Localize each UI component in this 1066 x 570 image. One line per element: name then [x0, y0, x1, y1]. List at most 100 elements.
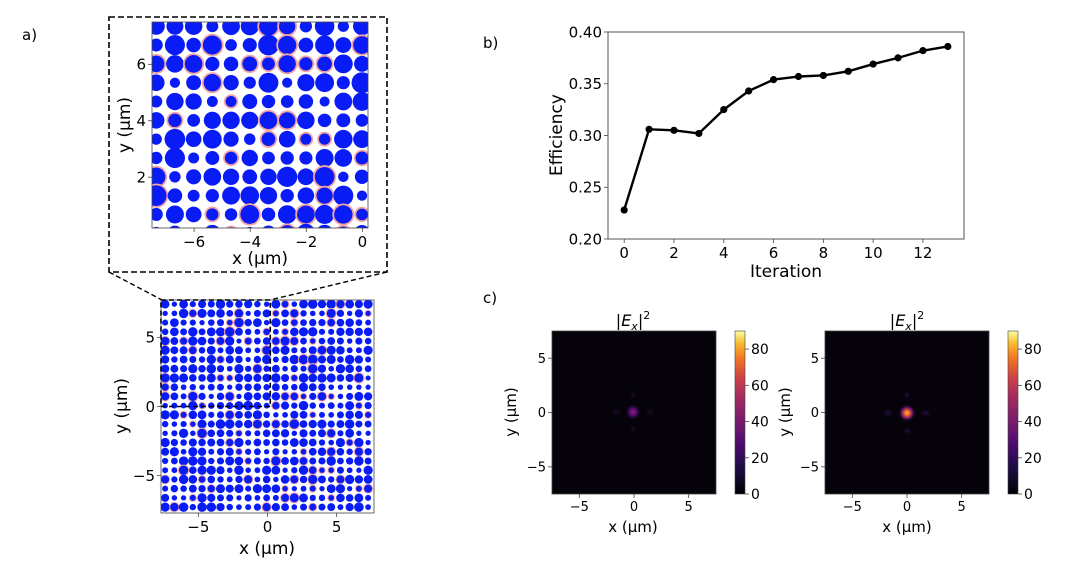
pillar [161, 410, 170, 420]
pillar [245, 485, 252, 492]
heatmap-left-side-lobe [628, 423, 638, 435]
pillar [300, 133, 312, 145]
pillar [272, 346, 280, 355]
pillar [355, 151, 368, 165]
pillar [336, 345, 345, 355]
pillar [216, 411, 225, 419]
pillar [309, 318, 317, 327]
pillar [216, 466, 225, 475]
pillar [188, 484, 197, 493]
pillar [203, 111, 221, 129]
pillar [354, 410, 363, 419]
pillar [327, 318, 335, 327]
pillar [336, 374, 345, 382]
pillar [271, 392, 281, 401]
pillar [353, 130, 368, 149]
pillar [188, 391, 198, 401]
pillar [354, 437, 364, 448]
pillar [197, 465, 207, 475]
panel-a-full: −5 0 5 −5 0 5 x (μm) y (μm) [112, 299, 375, 559]
pillar [279, 112, 296, 129]
pillar [161, 383, 169, 391]
pillar [345, 401, 355, 411]
pillar [253, 373, 262, 383]
pillar [162, 430, 168, 437]
pillar [216, 438, 225, 447]
pillar [346, 384, 353, 390]
pillar [207, 475, 216, 484]
pillar [355, 337, 363, 345]
pillar [206, 502, 217, 512]
pillar [208, 393, 214, 400]
pillar [315, 73, 335, 93]
pillar [235, 327, 243, 336]
pillar [355, 319, 363, 326]
pillar [281, 309, 289, 318]
pillar [162, 310, 168, 317]
pillar [328, 476, 335, 483]
pillar [222, 186, 240, 205]
pillar [272, 494, 279, 501]
pillar [280, 188, 294, 203]
pillar [319, 310, 325, 317]
heatmap-left-xtick-label: −5 [570, 500, 589, 515]
pillar [280, 151, 294, 165]
panel-a-zoom: −6 −4 −2 0 2 4 6 x (μm) y (μm) [108, 16, 388, 301]
pillar [197, 410, 207, 420]
pillar [326, 354, 336, 365]
pillar [234, 318, 244, 328]
panel-c-heatmap-right: |Ex|2 −5 0 5 −5 0 5 0 20 40 60 80 x (μm) y (μm) [776, 309, 1042, 536]
colorbar-left [734, 330, 746, 495]
pillar [272, 438, 280, 447]
pillar [223, 56, 239, 72]
pillar [319, 467, 325, 473]
pillar [337, 356, 344, 363]
pillar [354, 456, 364, 466]
pillar [300, 449, 307, 455]
pillar [262, 503, 271, 512]
pillar [170, 392, 179, 401]
pillar [253, 364, 262, 373]
pillar [363, 465, 373, 475]
pillar [272, 448, 280, 456]
pillar [188, 327, 198, 337]
pillar [215, 419, 226, 429]
pillar [161, 475, 170, 484]
pillar [327, 337, 336, 345]
pillar [216, 457, 225, 465]
pillar [244, 318, 252, 327]
pillar [309, 429, 317, 437]
pillar [244, 410, 253, 419]
pillar [318, 503, 326, 511]
pillar [180, 411, 187, 418]
pillar [364, 392, 373, 401]
pillar [243, 76, 256, 89]
pillar [336, 420, 345, 429]
pillar [308, 354, 318, 365]
pillar [298, 94, 314, 109]
pillar [224, 151, 238, 165]
pillar [226, 438, 234, 447]
pillar [179, 300, 188, 309]
pillar [226, 319, 233, 326]
pillar [273, 412, 279, 418]
pillar [271, 465, 281, 475]
pillar [319, 96, 330, 107]
zoom-xtick-label: −4 [239, 233, 261, 251]
pillar [298, 327, 309, 337]
pillar [217, 356, 224, 363]
pillar [281, 401, 290, 410]
pillar [300, 365, 307, 372]
pillar [299, 493, 308, 503]
pillar [188, 152, 200, 164]
pillar [234, 373, 244, 383]
pillar [326, 373, 336, 383]
pillar [252, 410, 263, 420]
pillar [224, 208, 238, 221]
pillar [346, 392, 354, 400]
pillar [236, 448, 242, 455]
pillar [354, 502, 364, 512]
pillar [216, 494, 225, 502]
pillar [328, 328, 335, 335]
heatmap-right-side-lobe [881, 408, 895, 418]
